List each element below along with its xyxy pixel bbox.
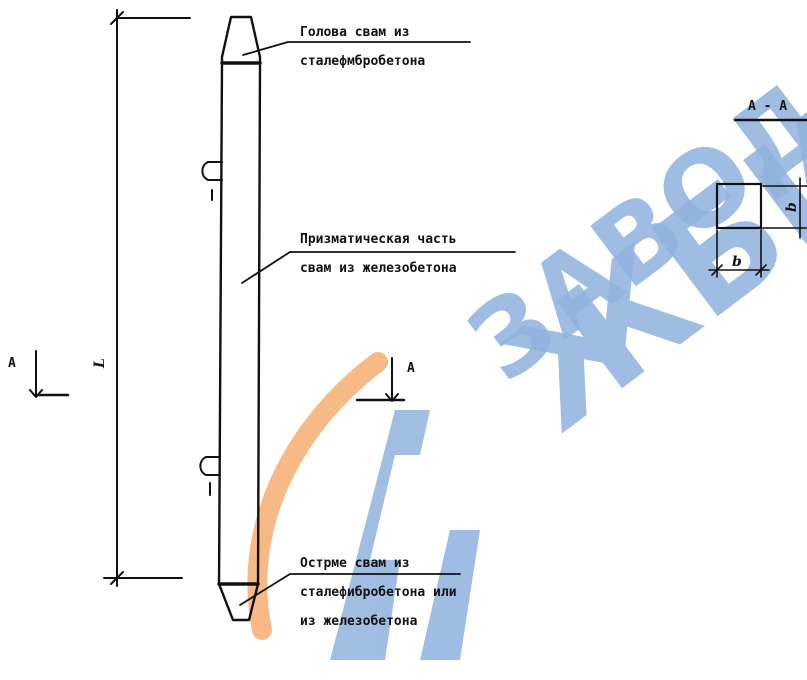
- pile: [199, 15, 262, 622]
- watermark-triangle: [330, 410, 480, 660]
- prismatic-label-line2: свам из железобетона: [300, 261, 457, 276]
- prismatic-label: Призматическая часть свам из железобетон…: [300, 232, 457, 276]
- lifting-loop-lower: [199, 456, 221, 476]
- length-dimension: L: [92, 9, 191, 587]
- head-label: Голова свам из сталефмбробетона: [300, 25, 425, 69]
- section-side-b-vertical: b: [784, 202, 800, 212]
- section-side-b-horizontal: b: [732, 254, 742, 270]
- section-mark-left-label: А: [8, 356, 16, 371]
- section-mark-left: А: [8, 350, 70, 398]
- pile-body: [217, 61, 262, 586]
- section-mark-right: А: [355, 357, 415, 402]
- tip-label-line1: Острме свам из: [300, 556, 410, 571]
- leader-lines: [239, 41, 516, 606]
- prismatic-label-line1: Призматическая часть: [300, 232, 457, 247]
- tip-label-line2: сталефибробетона или: [300, 585, 457, 600]
- section-title: А - А: [748, 99, 787, 114]
- tip-label: Острме свам из сталефибробетона или из ж…: [300, 556, 457, 629]
- head-label-line2: сталефмбробетона: [300, 54, 425, 69]
- lifting-loop-upper: [201, 161, 223, 181]
- tip-label-line3: из железобетона: [300, 614, 418, 629]
- section-square: [715, 182, 763, 230]
- section-view: А - А b b: [708, 99, 807, 278]
- length-label: L: [92, 358, 108, 369]
- head-label-line1: Голова свам из: [300, 25, 410, 40]
- section-mark-right-label: А: [407, 361, 415, 376]
- pile-head: [220, 15, 262, 65]
